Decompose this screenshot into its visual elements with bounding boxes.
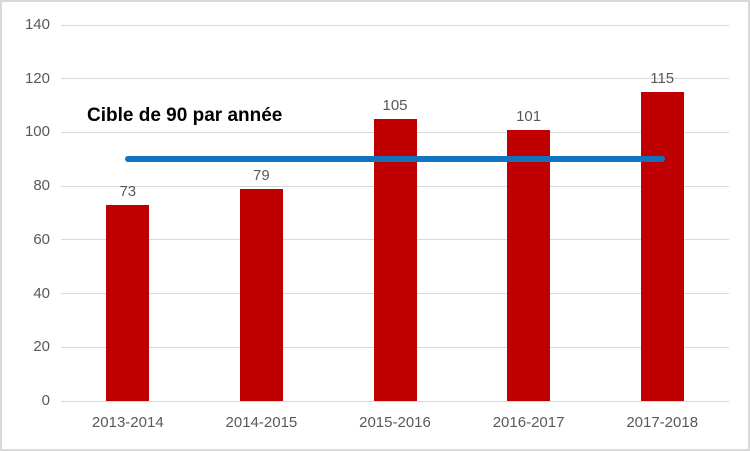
y-tick-label: 0 xyxy=(41,392,50,409)
x-tick-label: 2014-2015 xyxy=(225,414,298,431)
bar xyxy=(373,119,417,401)
y-tick-label: 100 xyxy=(24,123,50,141)
y-tick-label: 120 xyxy=(24,69,50,87)
bar-value-label: 101 xyxy=(516,107,542,125)
gridline xyxy=(61,78,729,80)
bar xyxy=(239,188,283,401)
x-tick-label: 2015-2016 xyxy=(359,414,431,431)
gridline xyxy=(61,24,729,26)
y-tick-label: 80 xyxy=(33,177,50,195)
gridline xyxy=(61,400,729,402)
target-annotation: Cible de 90 par année xyxy=(87,105,283,126)
y-tick-label: 60 xyxy=(33,230,50,248)
plot-area: 73 79 105 101 115 xyxy=(61,24,729,402)
bar-value-label: 79 xyxy=(253,166,270,184)
x-tick-label: 2017-2018 xyxy=(626,414,699,431)
y-tick-label: 20 xyxy=(33,338,50,356)
x-tick-label: 2016-2017 xyxy=(492,414,565,431)
bar xyxy=(640,92,684,401)
bar-value-label: 73 xyxy=(119,182,137,200)
bar xyxy=(106,204,150,401)
y-tick-label: 140 xyxy=(24,16,50,33)
bar xyxy=(507,129,551,401)
bar-value-label: 105 xyxy=(382,97,408,114)
y-tick-label: 40 xyxy=(33,284,50,302)
bar-value-label: 115 xyxy=(650,70,675,88)
x-tick-label: 2013-2014 xyxy=(91,414,164,431)
target-line xyxy=(124,156,666,163)
